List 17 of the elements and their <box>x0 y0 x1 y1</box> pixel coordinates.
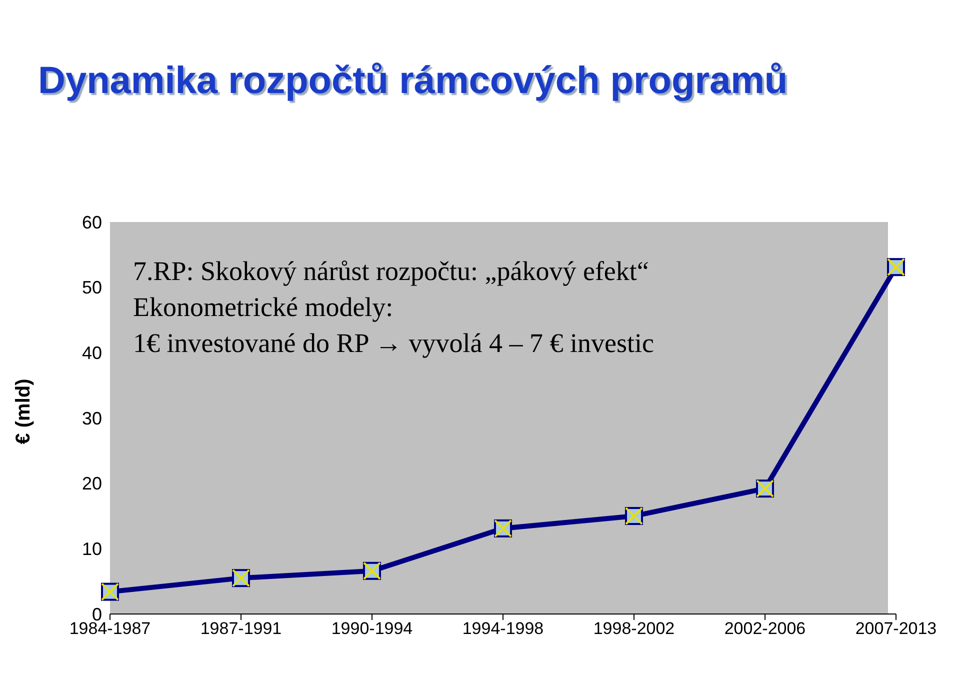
y-tick-label: 10 <box>82 539 102 560</box>
y-tick-label: 20 <box>82 474 102 494</box>
y-tick-label: 30 <box>82 408 102 428</box>
x-tick-label: 2002-2006 <box>724 619 806 638</box>
annotation: 1€ investované do RP → vyvolá 4 – 7 € investic <box>133 327 654 360</box>
y-tick-label: 40 <box>82 343 102 364</box>
annotation: 7.RP: Skokový nárůst rozpočtu: „pákový efekt“ <box>133 255 650 288</box>
annotation: Ekonometrické modely: <box>133 291 394 324</box>
x-tick-label: 1987-1991 <box>200 619 282 638</box>
y-tick-label: 50 <box>82 278 102 298</box>
x-tick-label: 1990-1994 <box>331 619 413 638</box>
y-axis-title: € (mld) <box>12 378 36 446</box>
chart-title: Dynamika rozpočtů rámcových programů <box>38 60 788 103</box>
x-tick-label: 1994-1998 <box>462 619 544 638</box>
y-tick-label: 60 <box>82 212 102 232</box>
x-tick-label: 1998-2002 <box>593 619 675 638</box>
x-tick-label: 2007-2013 <box>855 619 937 638</box>
